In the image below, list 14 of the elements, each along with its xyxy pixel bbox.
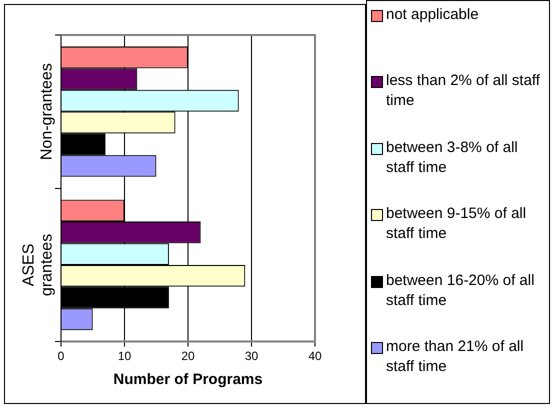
legend-label: between 16-20% of all staff time [386, 270, 536, 311]
legend-label: between 9-15% of all staff time [386, 204, 528, 244]
x-tick-label: 40 [308, 349, 322, 364]
x-tick-label: 30 [244, 349, 258, 364]
y-tick-label: Non-grantees [38, 63, 56, 160]
y-tick-label: ASES grantees [20, 234, 56, 296]
legend-label: less than 2% of all staff time [386, 71, 541, 112]
legend-label: more than 21% of all staff time [386, 336, 525, 377]
x-tick-label: 20 [181, 349, 195, 364]
x-tick-label: 10 [118, 349, 132, 364]
x-axis-title: Number of Programs [113, 371, 263, 388]
legend-label: not applicable [386, 5, 479, 25]
x-tick-label: 0 [58, 349, 65, 364]
legend-label: between 3-8% of all staff time [386, 138, 519, 178]
